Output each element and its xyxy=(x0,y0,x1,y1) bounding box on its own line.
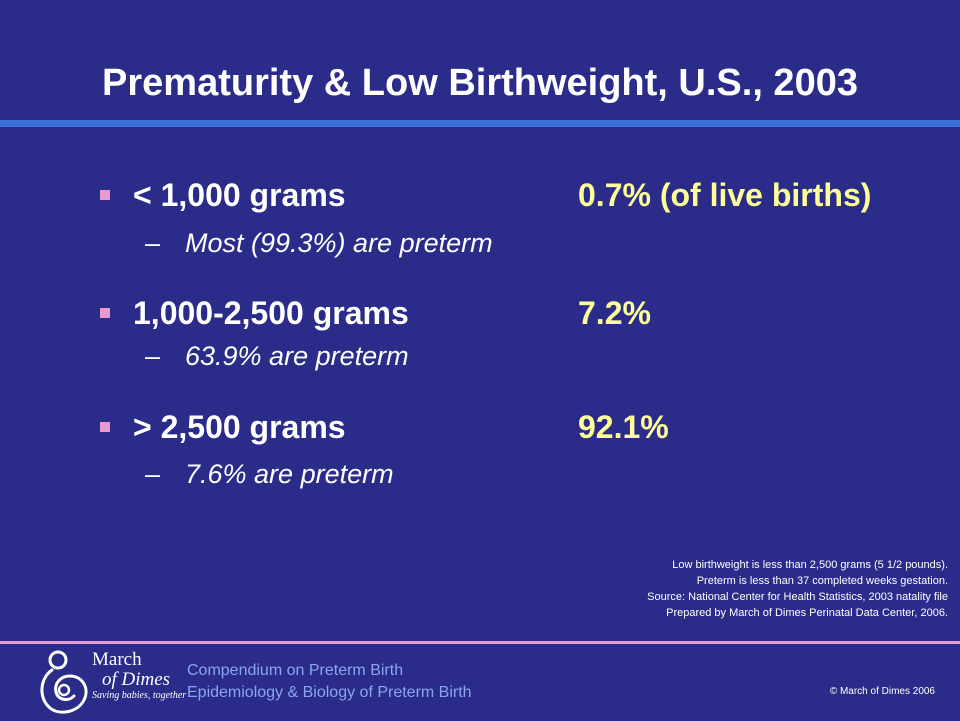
weight-category-label: < 1,000 grams xyxy=(133,177,346,213)
slide-title: Prematurity & Low Birthweight, U.S., 200… xyxy=(102,62,858,104)
weight-category-percent: 7.2% xyxy=(578,295,651,331)
preterm-subpoint: –63.9% are preterm xyxy=(145,341,409,372)
preterm-subpoint-text: 63.9% are preterm xyxy=(185,341,409,371)
bullet-icon xyxy=(100,422,110,432)
bullet-icon xyxy=(100,308,110,318)
bullet-icon xyxy=(100,190,110,200)
logo-tagline: Saving babies, together xyxy=(92,690,187,701)
title-divider xyxy=(0,120,960,127)
compendium-line2: Epidemiology & Biology of Preterm Birth xyxy=(187,684,472,701)
copyright-notice: © March of Dimes 2006 xyxy=(829,686,935,697)
weight-category-percent: 92.1% xyxy=(578,409,669,445)
dash-icon: – xyxy=(145,341,161,371)
note-line: Low birthweight is less than 2,500 grams… xyxy=(672,559,948,571)
compendium-line1: Compendium on Preterm Birth xyxy=(187,662,404,679)
preterm-subpoint: – Most (99.3%) are preterm xyxy=(145,228,493,259)
preterm-subpoint-text: Most (99.3%) are preterm xyxy=(185,228,493,258)
source-notes: Low birthweight is less than 2,500 grams… xyxy=(647,557,948,621)
weight-category-label: 1,000-2,500 grams xyxy=(133,295,409,331)
weight-category-label: > 2,500 grams xyxy=(133,409,346,445)
note-line: Preterm is less than 37 completed weeks … xyxy=(696,575,948,587)
logo-wordmark: March of Dimes Saving babies, together xyxy=(92,649,187,702)
note-line: Prepared by March of Dimes Perinatal Dat… xyxy=(666,607,948,619)
weight-category-percent: 0.7% (of live births) xyxy=(578,177,872,213)
note-line: Source: National Center for Health Stati… xyxy=(647,591,948,603)
dash-icon: – xyxy=(145,459,161,489)
logo-line2: of Dimes xyxy=(102,669,171,690)
compendium-caption: Compendium on Preterm Birth Epidemiology… xyxy=(187,660,472,704)
dash-icon: – xyxy=(145,228,161,258)
logo-line1: March xyxy=(92,649,142,670)
march-of-dimes-logo-icon xyxy=(38,648,94,721)
preterm-subpoint: –7.6% are preterm xyxy=(145,459,394,490)
preterm-subpoint-text: 7.6% are preterm xyxy=(185,459,394,489)
footer-divider xyxy=(0,641,960,644)
